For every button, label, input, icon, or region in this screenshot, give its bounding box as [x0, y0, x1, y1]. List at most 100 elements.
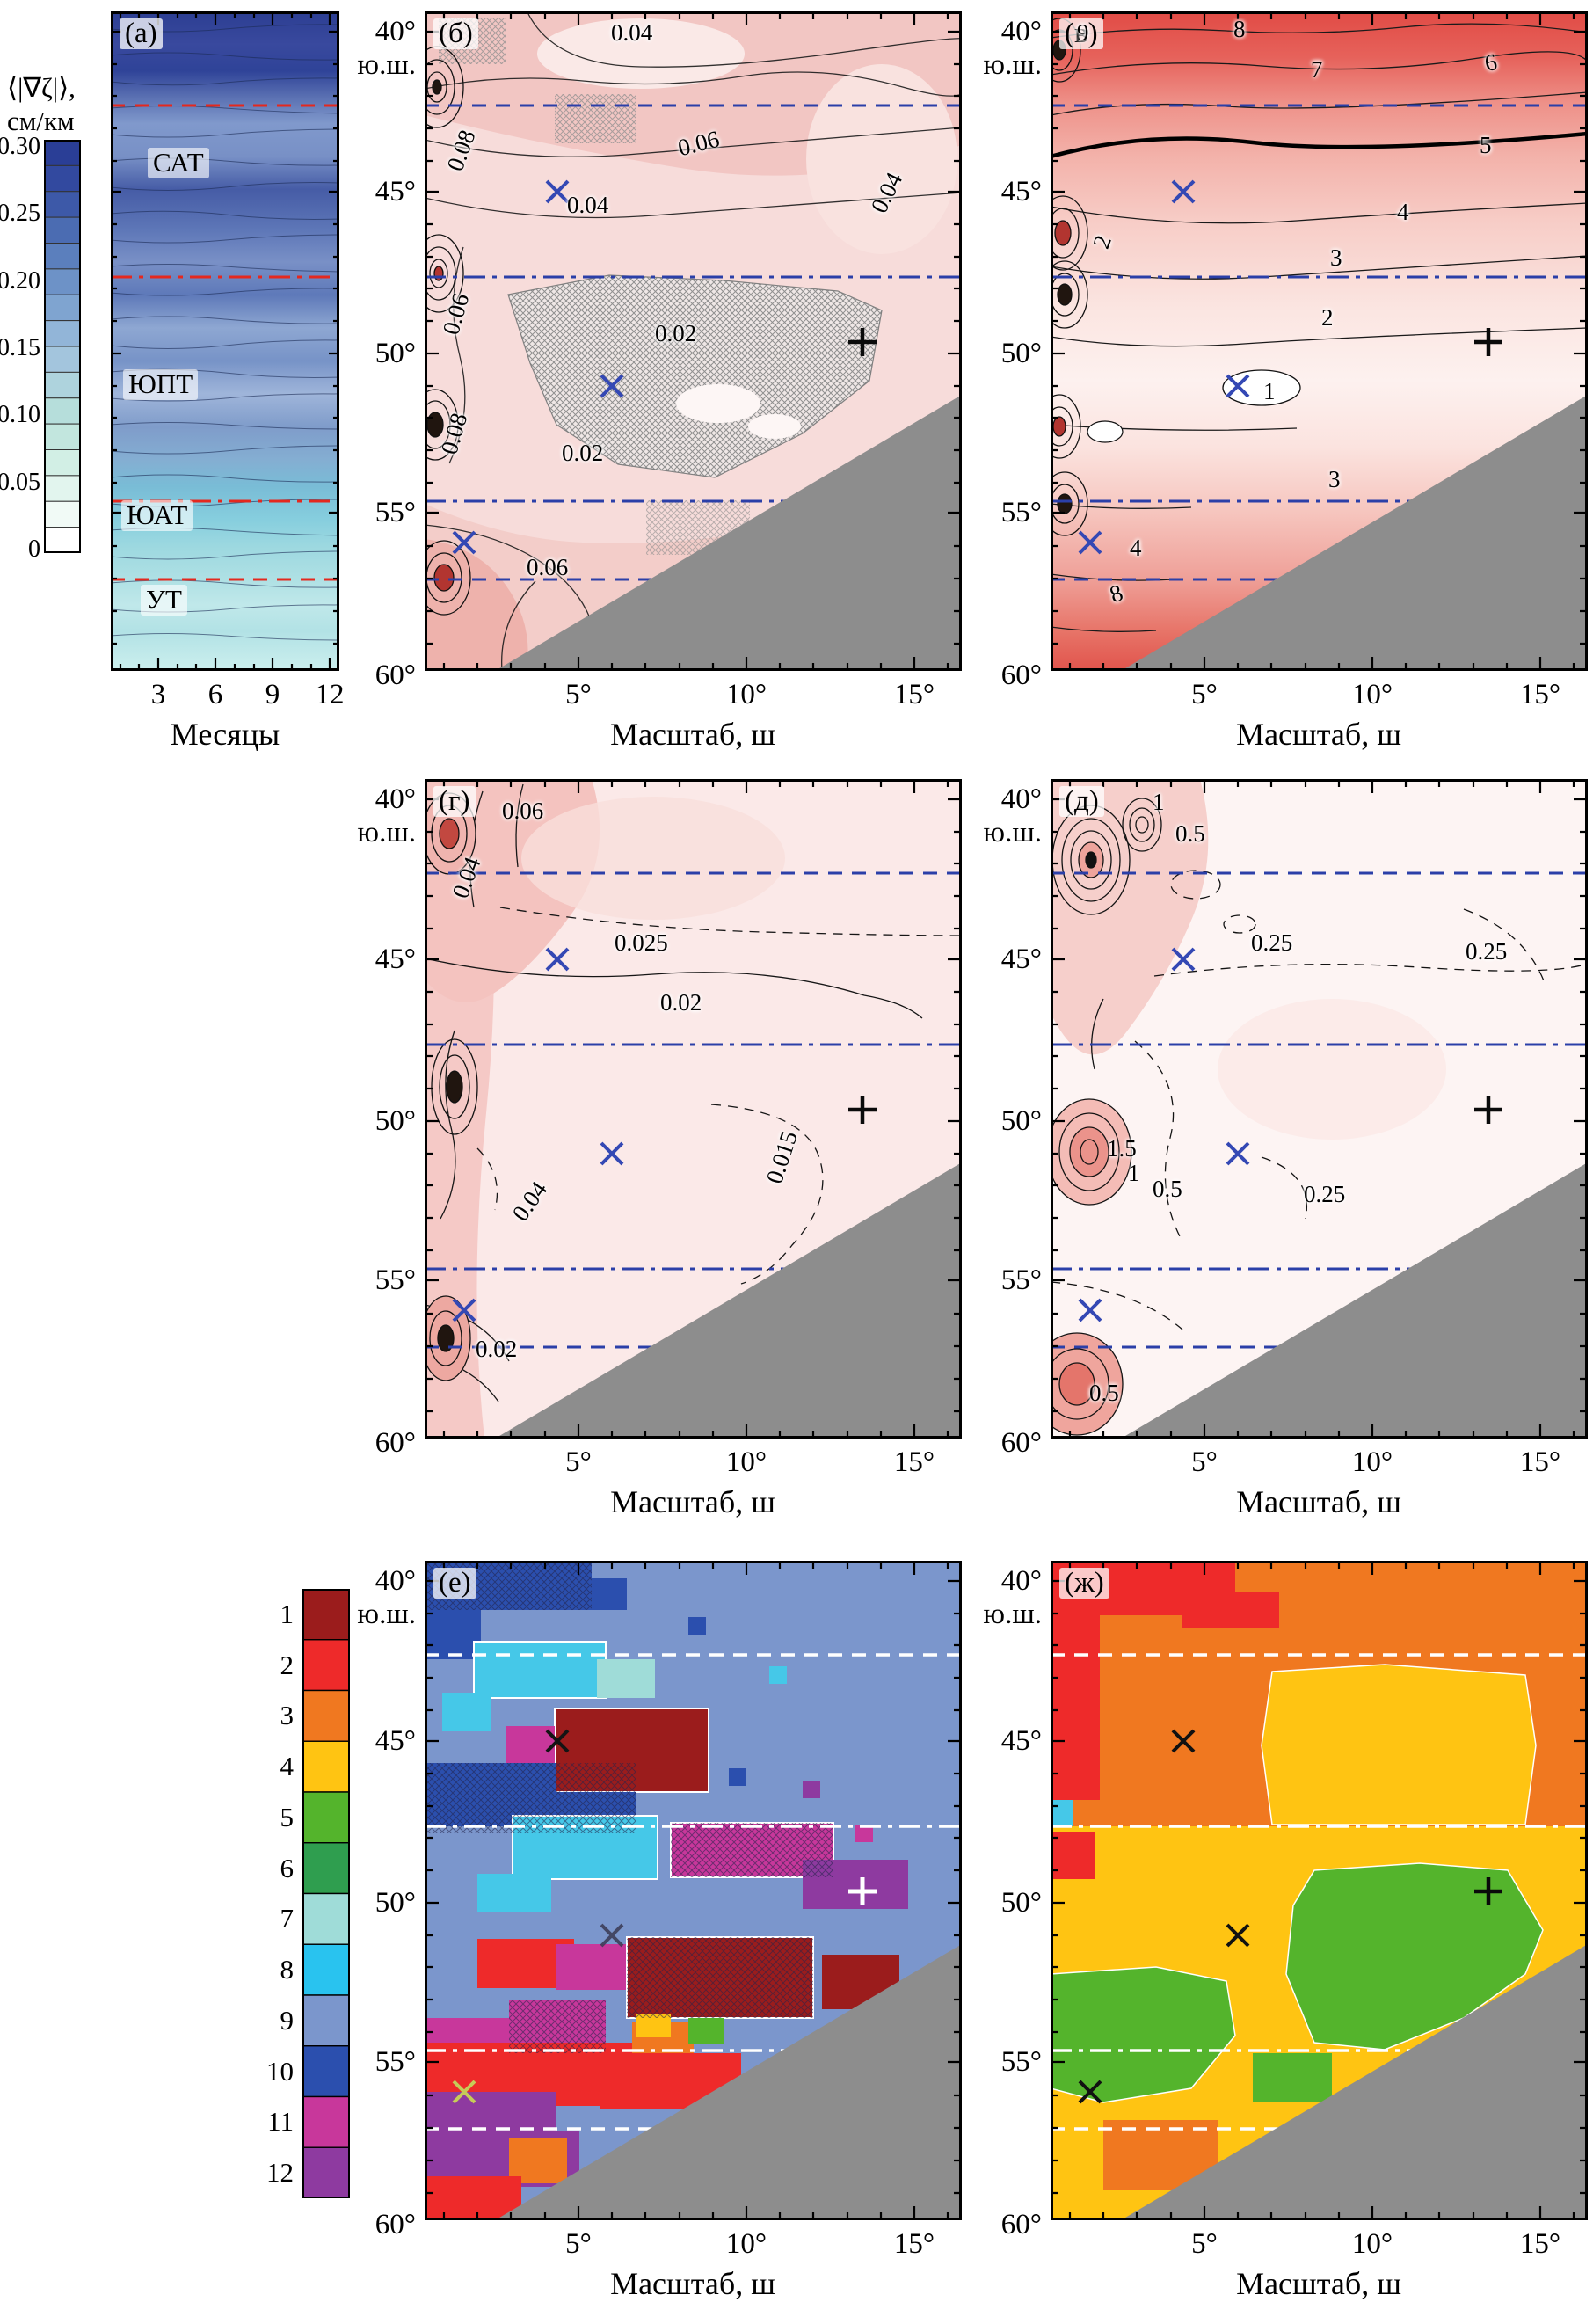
contour-label: 0.5: [1153, 1176, 1182, 1202]
colorbar-tick: 0.25: [0, 200, 40, 227]
cross-markers: [452, 1729, 624, 2104]
x-tick: 15°: [893, 679, 935, 710]
contour-label: 0.025: [615, 929, 668, 956]
lat-axis-unit: ю.ш.: [357, 817, 416, 849]
front-label-yupt: ЮПТ: [123, 369, 199, 400]
x-axis-label: Масштаб, ш: [610, 1484, 775, 1519]
plus-marker: [848, 1877, 877, 1905]
x-tick: 15°: [1519, 2228, 1561, 2260]
month-bar-tick: 7: [280, 1903, 295, 1934]
panel-tag: (е): [433, 1568, 476, 1599]
contour-lines: [1051, 23, 1588, 632]
month-tick: 9: [265, 679, 280, 710]
panel-g: (г) 40° ю.ш. 45° 50° 55° 60° 0.06 0.04 0…: [357, 779, 962, 1519]
lat-tick-55: 55°: [1000, 497, 1042, 528]
lat-tick-50: 50°: [1000, 338, 1042, 369]
x-axis-label: Месяцы: [170, 717, 280, 752]
front-label-sat: САТ: [148, 148, 209, 178]
lat-tick-60: 60°: [375, 2209, 416, 2240]
month-bar-tick: 8: [280, 1954, 295, 1985]
contour-label: 4: [1397, 199, 1409, 225]
panel-tag: (г): [433, 786, 476, 817]
cross-markers: [1078, 179, 1250, 555]
lat-tick-60: 60°: [375, 1427, 416, 1459]
lat-tick-40: 40°: [375, 1565, 416, 1597]
front-label-yuat: ЮАТ: [121, 500, 193, 531]
axis-ticks: [1051, 779, 1588, 1439]
month-bar-tick: 12: [266, 2157, 294, 2188]
axis-ticks: [425, 779, 962, 1439]
lat-tick-60: 60°: [375, 659, 416, 691]
x-tick: 10°: [1351, 2228, 1393, 2260]
x-axis-label: Масштаб, ш: [1236, 717, 1401, 752]
contour-label: 8: [1233, 16, 1246, 42]
x-tick: 15°: [893, 1446, 935, 1478]
no-data-triangle: [495, 1162, 962, 1439]
panel-v: (в) 40° ю.ш. 45° 50° 55° 60° 9 8 7 6 5 4…: [983, 11, 1588, 751]
contour-label: 1.5: [1107, 1135, 1137, 1162]
panel-zh: (ж) 40° ю.ш. 45° 50° 55° 60° 5° 10° 15° …: [983, 1561, 1588, 2300]
lat-axis-unit: ю.ш.: [983, 1599, 1042, 1630]
contour-label: 3: [1330, 244, 1342, 271]
colorbar-tick: 0.20: [0, 267, 40, 295]
no-data-triangle: [1121, 1944, 1588, 2220]
month-bar-tick: 11: [267, 2106, 294, 2137]
lat-tick-45: 45°: [375, 1725, 416, 1757]
no-data-triangle: [1121, 395, 1588, 671]
panel-e-canvas: [425, 1561, 962, 2220]
x-axis-label: Масштаб, ш: [1236, 2266, 1401, 2301]
month-bar-tick: 9: [280, 2005, 295, 2036]
panel-g-canvas: [425, 779, 962, 1439]
plus-marker: [1474, 1096, 1502, 1124]
axis-ticks: [425, 11, 962, 671]
lat-tick-50: 50°: [375, 1887, 416, 1919]
lat-tick-45: 45°: [1000, 176, 1042, 208]
contour-label: 9: [1077, 19, 1089, 46]
panel-tag: (д): [1059, 786, 1104, 817]
x-tick: 10°: [1351, 1446, 1393, 1478]
lat-tick-50: 50°: [375, 338, 416, 369]
axis-ticks: [1051, 1561, 1588, 2220]
contour-lines: [425, 13, 962, 671]
contour-label: 0.02: [660, 989, 702, 1016]
contour-label: 0.5: [1175, 820, 1205, 847]
no-data-triangle: [495, 395, 962, 671]
contour-label: 4: [1130, 535, 1142, 561]
lat-tick-50: 50°: [375, 1105, 416, 1137]
lat-tick-40: 40°: [1000, 16, 1042, 47]
x-tick: 5°: [1191, 679, 1218, 710]
panel-tag: (ж): [1059, 1568, 1109, 1599]
dashed-contour-lines: [476, 907, 962, 1285]
lat-tick-40: 40°: [375, 16, 416, 47]
months-colorbar-canvas: [302, 1589, 350, 2198]
contour-label: 1: [1128, 1160, 1140, 1186]
contour-label: 2: [1321, 304, 1334, 331]
no-data-triangle: [1121, 1162, 1588, 1439]
panel-tag: (а): [120, 18, 163, 49]
month-tick: 6: [207, 679, 223, 710]
x-tick: 15°: [1519, 1446, 1561, 1478]
x-tick: 10°: [1351, 679, 1393, 710]
x-axis-label: Масштаб, ш: [1236, 1484, 1401, 1519]
panel-tag: (в): [1059, 18, 1103, 49]
gradient-colorbar: 0.30 0.25 0.20 0.15 0.10 0.05 0: [0, 134, 81, 562]
contour-label: 3: [1328, 466, 1341, 492]
lat-tick-55: 55°: [375, 2046, 416, 2078]
contour-label: 5: [1480, 132, 1492, 158]
contour-label: 0.04: [611, 19, 653, 46]
plus-marker: [1474, 328, 1502, 356]
axis-ticks: [111, 11, 339, 671]
contour-label: 7: [1311, 56, 1323, 83]
x-tick: 5°: [1191, 2228, 1218, 2260]
lat-tick-60: 60°: [1000, 659, 1042, 691]
months-colorbar: 1 2 3 4 5 6 7 8 9 10 11 12: [266, 1589, 350, 2198]
lat-tick-55: 55°: [375, 497, 416, 528]
month-bar-tick: 1: [280, 1599, 295, 1629]
lat-tick-45: 45°: [375, 943, 416, 975]
bold-contour-5: [1051, 131, 1588, 159]
lat-tick-55: 55°: [1000, 1264, 1042, 1296]
contour-label: 0.25: [1251, 929, 1293, 956]
x-tick: 5°: [1191, 1446, 1218, 1478]
front-label-ut: УТ: [141, 585, 187, 616]
